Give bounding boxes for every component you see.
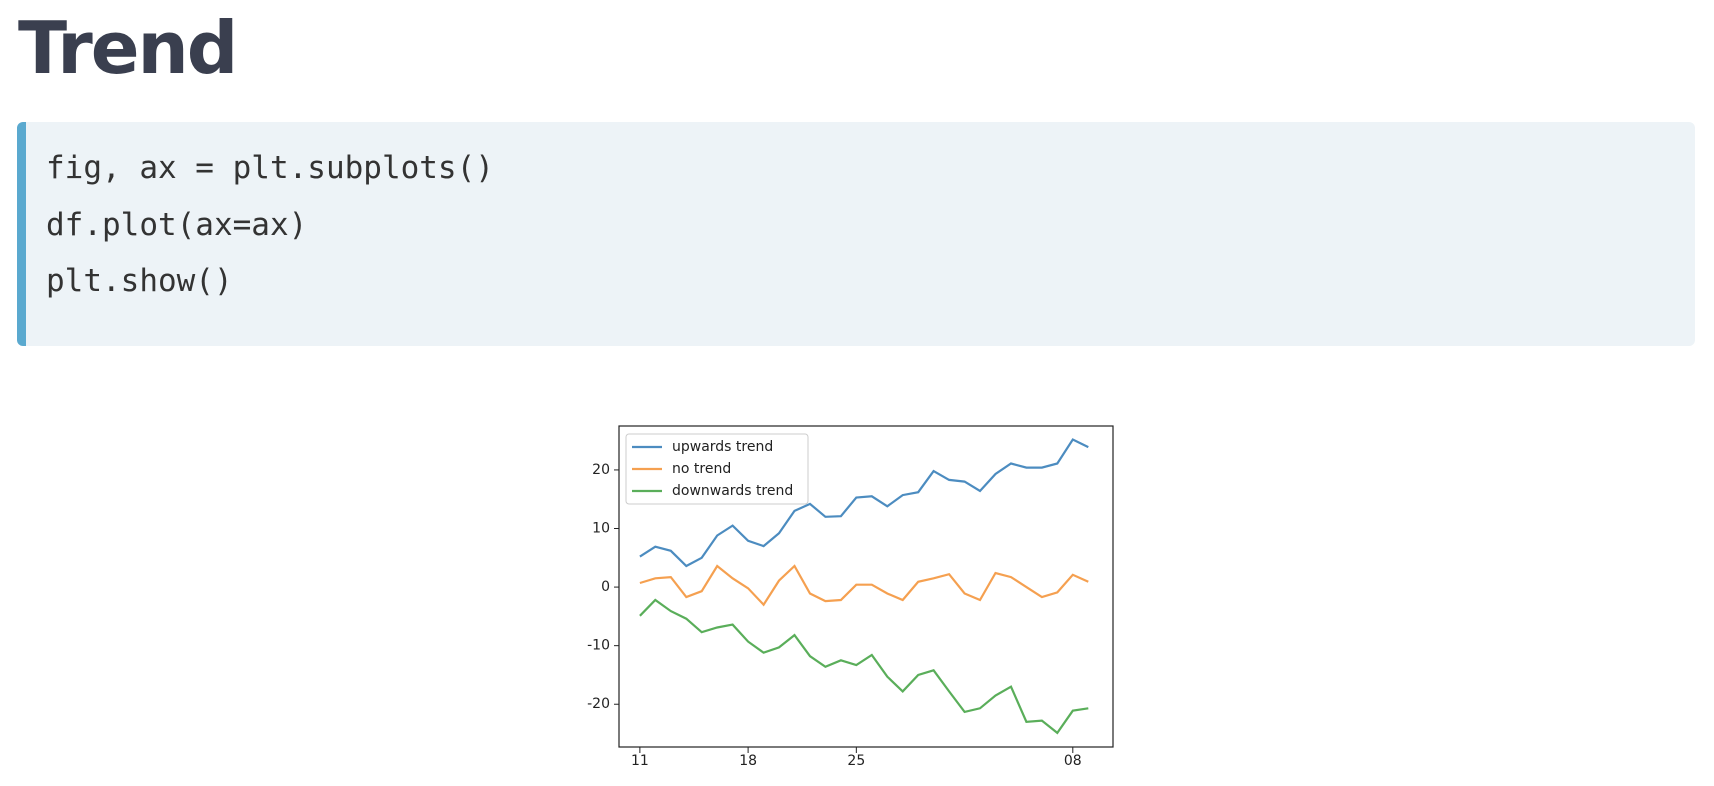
y-tick-label: -10 [587, 638, 610, 654]
series-line [639, 438, 1089, 568]
y-tick-label: 10 [592, 521, 610, 537]
y-tick-label: -20 [587, 696, 610, 712]
series-line [639, 564, 1089, 607]
x-tick-label: 18 [739, 753, 757, 769]
code-line: plt.show() [46, 263, 233, 299]
plot-frame [618, 425, 1114, 748]
x-tick-label: 11 [631, 753, 649, 769]
legend-label: upwards trend [672, 439, 773, 455]
y-tick-label: 20 [592, 462, 610, 478]
code-block: fig, ax = plt.subplots() df.plot(ax=ax) … [17, 122, 1695, 346]
legend-box [625, 433, 809, 505]
legend-label: downwards trend [672, 483, 793, 499]
y-tick-label: 0 [601, 579, 610, 595]
x-tick-label: 08 [1064, 753, 1082, 769]
legend-label: no trend [672, 461, 731, 477]
page-title: Trend [18, 6, 238, 90]
code-line: df.plot(ax=ax) [46, 207, 308, 243]
series-line [639, 598, 1089, 735]
x-tick-label: 25 [847, 753, 865, 769]
code-line: fig, ax = plt.subplots() [46, 150, 494, 186]
